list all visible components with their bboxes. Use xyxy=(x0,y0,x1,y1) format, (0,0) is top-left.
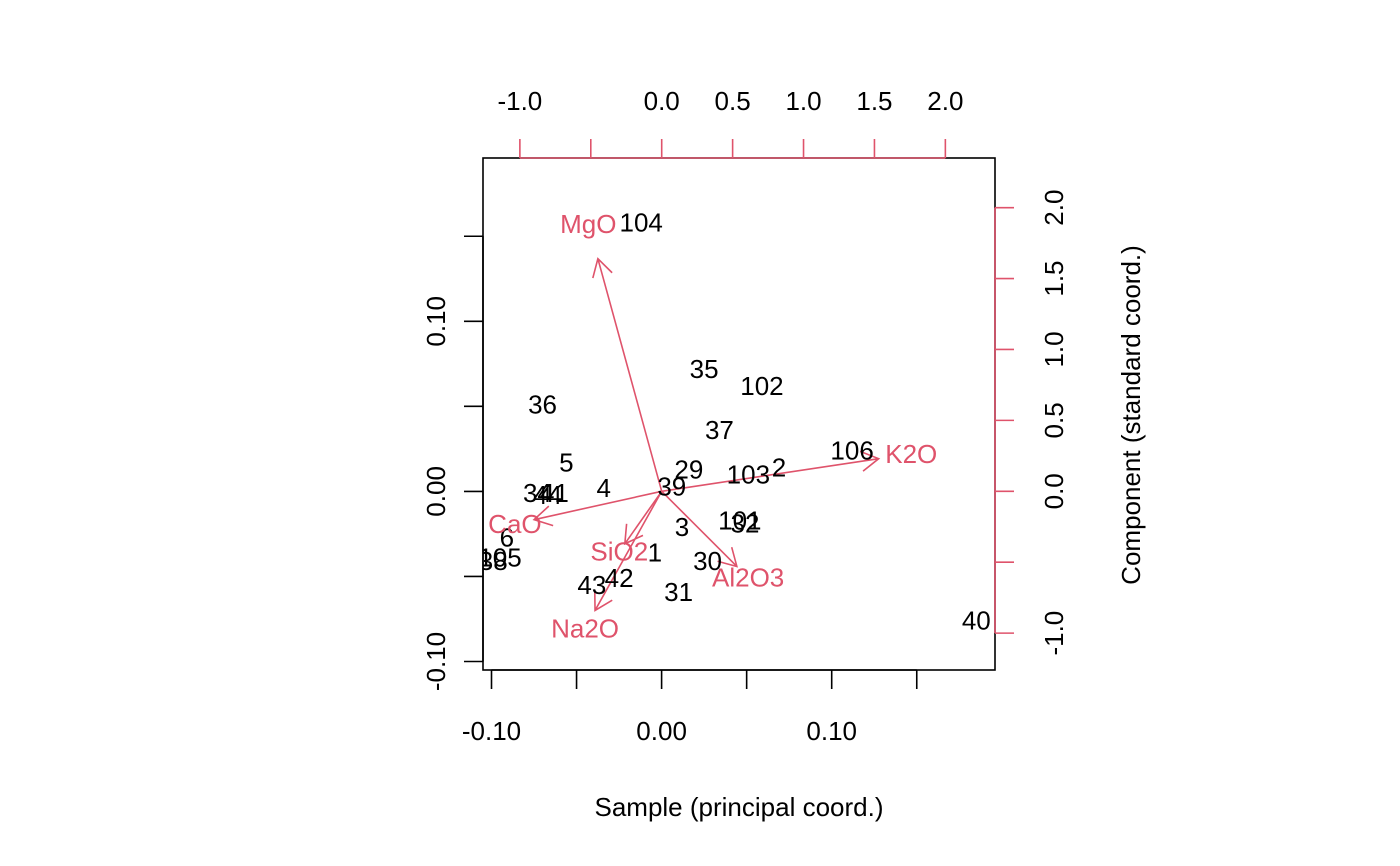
sample-point-label: 36 xyxy=(528,390,557,420)
variable-label: K2O xyxy=(885,439,937,469)
variable-label: Al2O3 xyxy=(712,563,784,593)
variable-label: CaO xyxy=(488,509,541,539)
left-axis: -0.10 0.00 0.10 xyxy=(421,235,484,691)
sample-point-label: 102 xyxy=(740,371,783,401)
variable-labels: MgO K2O CaO SiO2 Al2O3 Na2O xyxy=(488,209,937,643)
sample-point-label: 104 xyxy=(619,208,662,238)
sample-point-label: 40 xyxy=(962,606,991,636)
variable-label: SiO2 xyxy=(590,537,648,567)
sample-point-label: 5 xyxy=(559,447,573,477)
sample-point-label: 103 xyxy=(727,459,770,489)
right-axis: -1.0 0.0 0.5 1.0 1.5 2.0 xyxy=(994,190,1069,656)
sample-point-label: 32 xyxy=(730,509,759,539)
right-tick-label: 0.5 xyxy=(1039,402,1069,438)
top-tick-label: 0.0 xyxy=(644,86,680,116)
sample-point-label: 29 xyxy=(674,454,703,484)
right-tick-label: 0.0 xyxy=(1039,473,1069,509)
sample-point-label: 2 xyxy=(772,453,786,483)
sample-point-label: 35 xyxy=(690,354,719,384)
variable-arrow xyxy=(593,490,663,612)
sample-point-label: 1 xyxy=(648,538,662,568)
top-tick-label: 1.0 xyxy=(785,86,821,116)
variable-arrows xyxy=(532,257,881,612)
variable-label: Na2O xyxy=(551,613,619,643)
y-tick-label: -0.10 xyxy=(421,632,451,691)
sample-point-label: 38 xyxy=(479,546,508,576)
right-tick-label: 1.0 xyxy=(1039,331,1069,367)
sample-point-label: 3 xyxy=(675,512,689,542)
sample-point-label: 44 xyxy=(533,480,562,510)
sample-point-label: 6 xyxy=(500,522,514,552)
y-tick-label: 0.00 xyxy=(421,466,451,517)
sample-point-label: 101 xyxy=(718,505,761,535)
right-tick-label: 2.0 xyxy=(1039,190,1069,226)
variable-arrow xyxy=(661,490,739,568)
top-tick-label: -1.0 xyxy=(497,86,542,116)
x-tick-label: -0.10 xyxy=(462,716,521,746)
variable-arrow xyxy=(661,450,881,493)
variable-arrow xyxy=(592,257,663,492)
variable-arrow xyxy=(623,490,663,546)
sample-point-label: 43 xyxy=(577,570,606,600)
sample-point-label: 42 xyxy=(605,563,634,593)
sample-point-label: 37 xyxy=(705,415,734,445)
x-axis-title: Sample (principal coord.) xyxy=(594,792,883,822)
top-tick-label: 1.5 xyxy=(856,86,892,116)
right-tick-label: 1.5 xyxy=(1039,260,1069,296)
sample-point-label: 31 xyxy=(664,577,693,607)
right-tick-label: -1.0 xyxy=(1039,611,1069,656)
top-tick-label: 2.0 xyxy=(927,86,963,116)
x-tick-label: 0.10 xyxy=(806,716,857,746)
variable-label: MgO xyxy=(560,209,616,239)
x-tick-label: 0.00 xyxy=(636,716,687,746)
sample-point-label: 105 xyxy=(478,543,521,573)
sample-point-label: 30 xyxy=(693,546,722,576)
sample-point-label: 41 xyxy=(540,478,569,508)
variable-arrow xyxy=(532,490,662,527)
top-axis: -1.0 0.0 0.5 1.0 1.5 2.0 xyxy=(497,86,963,159)
y-tick-label: 0.10 xyxy=(421,296,451,347)
bottom-axis: -0.10 0.00 0.10 xyxy=(462,669,918,746)
y-axis-title: Component (standard coord.) xyxy=(1116,245,1146,585)
sample-point-label: 39 xyxy=(657,471,686,501)
sample-point-label: 4 xyxy=(597,473,611,503)
top-tick-label: 0.5 xyxy=(715,86,751,116)
sample-point-label: 106 xyxy=(830,436,873,466)
sample-point-label: 34 xyxy=(523,478,552,508)
